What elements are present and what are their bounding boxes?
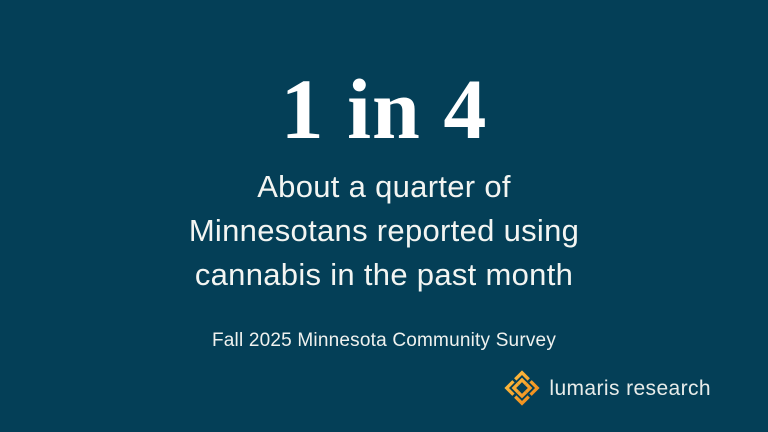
- compass-cross-icon: [504, 370, 540, 406]
- logo-wordmark: lumaris research: [549, 376, 711, 400]
- subtitle-line-2: Minnesotans reported using: [188, 213, 580, 248]
- subtitle-line-3: cannabis in the past month: [194, 257, 574, 292]
- lumaris-logo: lumaris research: [504, 369, 711, 407]
- subtitle: About a quarter of Minnesotans reported …: [0, 165, 768, 297]
- headline-stat: 1 in 4: [280, 61, 488, 157]
- subtitle-line-1: About a quarter of: [257, 169, 511, 204]
- source-caption: Fall 2025 Minnesota Community Survey: [211, 330, 557, 351]
